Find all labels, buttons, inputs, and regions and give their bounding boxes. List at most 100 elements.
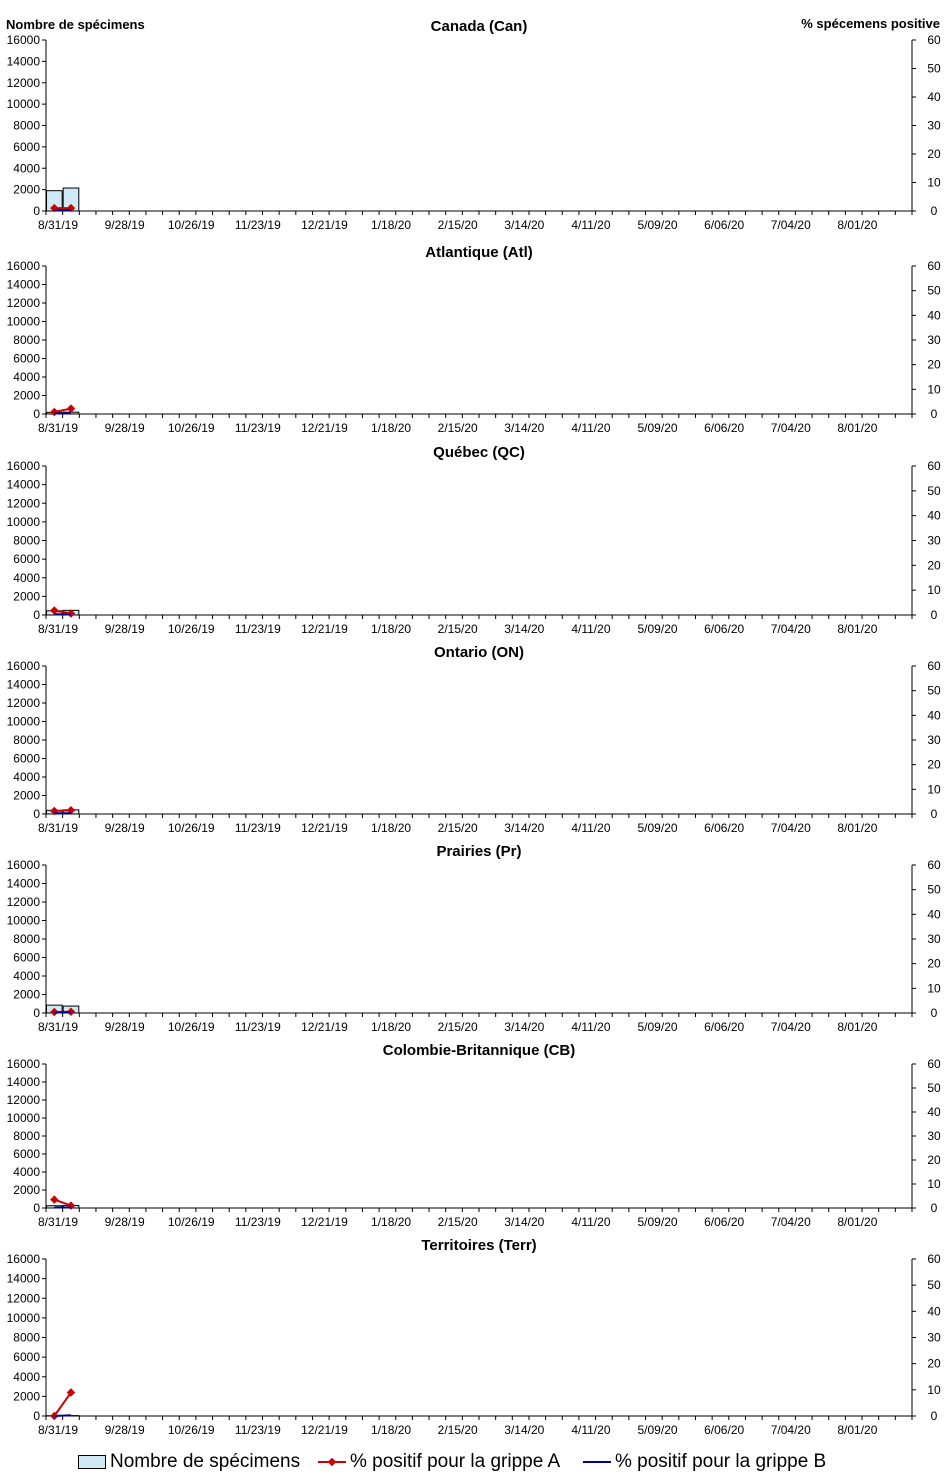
- x-tick-label: 3/14/20: [504, 1020, 544, 1034]
- y-right-tick-label: 50: [927, 284, 941, 298]
- y-right-tick-label: 30: [927, 1331, 941, 1345]
- y-left-tick-label: 4000: [13, 1165, 40, 1179]
- chart-title: Ontario (ON): [434, 644, 524, 661]
- x-tick-label: 10/26/19: [168, 218, 215, 232]
- y-left-tick-label: 16000: [7, 1252, 41, 1266]
- y-left-tick-label: 6000: [13, 352, 40, 366]
- x-tick-label: 11/23/19: [235, 1215, 281, 1229]
- x-tick-label: 3/14/20: [504, 821, 544, 835]
- y-right-tick-label: 20: [927, 358, 941, 372]
- x-tick-label: 12/21/19: [301, 1423, 348, 1437]
- legend-swatch-flu-a: [318, 1454, 346, 1470]
- y-left-tick-label: 2000: [13, 589, 40, 603]
- legend-label-specimens: Nombre de spécimens: [110, 1451, 301, 1472]
- x-tick-label: 3/14/20: [504, 218, 544, 232]
- x-tick-label: 6/06/20: [704, 421, 744, 435]
- x-tick-label: 7/04/20: [771, 421, 811, 435]
- y-right-tick-label: 30: [927, 733, 941, 747]
- x-tick-label: 5/09/20: [638, 1020, 678, 1034]
- x-tick-label: 12/21/19: [301, 1215, 348, 1229]
- y-right-tick-label: 40: [927, 708, 941, 722]
- y-right-tick-label: 50: [927, 684, 941, 698]
- chart-title: Canada (Can): [431, 18, 528, 35]
- y-left-tick-label: 16000: [7, 659, 41, 673]
- x-tick-label: 2/15/20: [438, 421, 478, 435]
- y-left-tick-label: 4000: [13, 370, 40, 384]
- x-tick-label: 11/23/19: [235, 1423, 281, 1437]
- y-left-tick-label: 0: [33, 1409, 40, 1423]
- y-right-tick-label: 50: [927, 1081, 941, 1095]
- x-tick-label: 5/09/20: [638, 622, 678, 636]
- y-right-tick-label: 30: [927, 1129, 941, 1143]
- x-tick-label: 1/18/20: [371, 1215, 411, 1229]
- y-right-tick-label: 60: [927, 259, 941, 273]
- y-left-tick-label: 16000: [7, 858, 41, 872]
- y-left-tick-label: 12000: [7, 696, 41, 710]
- x-tick-label: 5/09/20: [638, 821, 678, 835]
- x-tick-label: 6/06/20: [704, 218, 744, 232]
- y-right-tick-label: 60: [927, 1252, 941, 1266]
- legend-label-flu-a: % positif pour la grippe A: [350, 1451, 561, 1472]
- y-left-tick-label: 10000: [7, 914, 41, 928]
- x-tick-label: 11/23/19: [235, 218, 281, 232]
- y-left-tick-label: 14000: [7, 478, 41, 492]
- y-left-tick-label: 8000: [13, 1331, 40, 1345]
- x-tick-label: 9/28/19: [105, 1423, 145, 1437]
- y-left-tick-label: 4000: [13, 1370, 40, 1384]
- x-tick-label: 8/01/20: [837, 1215, 877, 1229]
- x-tick-label: 3/14/20: [504, 421, 544, 435]
- y-right-tick-label: 40: [927, 308, 941, 322]
- y-left-tick-label: 16000: [7, 459, 41, 473]
- x-tick-label: 10/26/19: [168, 1423, 215, 1437]
- y-left-tick-label: 8000: [13, 1129, 40, 1143]
- x-tick-label: 2/15/20: [438, 1020, 478, 1034]
- y-right-tick-label: 60: [927, 858, 941, 872]
- x-tick-label: 2/15/20: [438, 1423, 478, 1437]
- x-tick-label: 4/11/20: [571, 218, 610, 232]
- x-tick-label: 5/09/20: [638, 218, 678, 232]
- x-tick-label: 11/23/19: [235, 1020, 281, 1034]
- y-left-tick-label: 10000: [7, 715, 41, 729]
- y-right-tick-label: 0: [931, 1201, 938, 1215]
- y-right-tick-label: 30: [927, 333, 941, 347]
- y-left-tick-label: 12000: [7, 296, 41, 310]
- y-right-tick-label: 10: [927, 782, 941, 796]
- x-tick-label: 8/31/19: [38, 218, 78, 232]
- y-left-tick-label: 6000: [13, 951, 40, 965]
- y-right-tick-label: 10: [927, 1383, 941, 1397]
- y-left-tick-label: 0: [33, 407, 40, 421]
- x-tick-label: 7/04/20: [771, 1423, 811, 1437]
- y-left-tick-label: 6000: [13, 752, 40, 766]
- x-tick-label: 4/11/20: [571, 1215, 610, 1229]
- y-left-tick-label: 0: [33, 204, 40, 218]
- y-left-tick-label: 14000: [7, 1075, 41, 1089]
- x-tick-label: 7/04/20: [771, 1215, 811, 1229]
- legend-label-flu-b: % positif pour la grippe B: [615, 1451, 827, 1472]
- legend-item-specimens: Nombre de spécimens: [78, 1448, 300, 1476]
- y-right-tick-label: 0: [931, 1409, 938, 1423]
- y-right-tick-label: 20: [927, 957, 941, 971]
- y-right-tick-label: 20: [927, 1357, 941, 1371]
- x-tick-label: 2/15/20: [438, 821, 478, 835]
- y-right-tick-label: 0: [931, 1006, 938, 1020]
- y-right-tick-label: 20: [927, 1153, 941, 1167]
- y-left-tick-label: 8000: [13, 119, 40, 133]
- x-tick-label: 12/21/19: [301, 821, 348, 835]
- y-left-tick-label: 14000: [7, 278, 41, 292]
- x-tick-label: 2/15/20: [438, 218, 478, 232]
- x-tick-label: 8/31/19: [38, 421, 78, 435]
- y-right-tick-label: 0: [931, 807, 938, 821]
- legend-swatch-specimens: [78, 1455, 106, 1469]
- x-tick-label: 6/06/20: [704, 622, 744, 636]
- y-left-tick-label: 8000: [13, 333, 40, 347]
- x-tick-label: 4/11/20: [571, 622, 610, 636]
- y-right-tick-label: 60: [927, 33, 941, 47]
- x-tick-label: 10/26/19: [168, 622, 215, 636]
- legend-swatch-flu-b: [583, 1454, 611, 1470]
- x-tick-label: 1/18/20: [371, 622, 411, 636]
- y-left-tick-label: 10000: [7, 1311, 41, 1325]
- x-tick-label: 8/31/19: [38, 821, 78, 835]
- y-left-tick-label: 8000: [13, 534, 40, 548]
- y-left-tick-label: 10000: [7, 315, 41, 329]
